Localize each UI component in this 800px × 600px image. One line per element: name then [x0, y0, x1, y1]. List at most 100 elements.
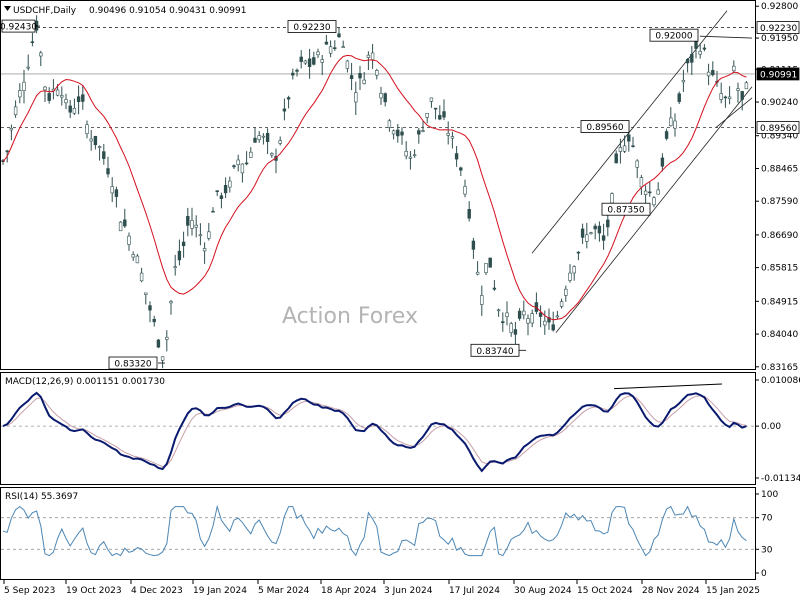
candle-body: [253, 137, 257, 143]
candle-body: [127, 235, 131, 245]
candle-body: [299, 56, 303, 62]
candle: [488, 257, 492, 268]
candle: [366, 51, 371, 71]
candle-body: [471, 240, 476, 250]
price-tick-label: 0.83165: [761, 363, 798, 373]
candle-body: [316, 51, 320, 56]
annotation-label: 0.92000: [655, 32, 692, 42]
candle-body: [660, 157, 665, 167]
candle-body: [123, 219, 127, 227]
candle-body: [320, 59, 324, 63]
candle-body: [93, 135, 98, 146]
candle-body: [732, 65, 736, 72]
candle-body: [438, 115, 442, 120]
candle-body: [215, 190, 219, 193]
candle: [526, 314, 530, 336]
candle: [664, 128, 669, 141]
candle-body: [681, 80, 686, 83]
candle: [648, 181, 652, 197]
candle-body: [30, 41, 35, 43]
candle: [64, 93, 68, 110]
candle: [265, 128, 270, 155]
candle-body: [543, 320, 547, 326]
candle: [194, 215, 198, 238]
candle-body: [202, 248, 207, 252]
candle-body: [282, 108, 287, 112]
candle-body: [375, 70, 379, 76]
candle: [480, 285, 484, 316]
candle: [303, 59, 308, 65]
macd-tick-label: 0.00: [761, 422, 781, 432]
candle-body: [85, 124, 89, 134]
candle-body: [60, 95, 64, 98]
rsi-tick-label: 0: [761, 569, 767, 579]
candle-body: [186, 215, 190, 226]
candle: [715, 70, 719, 87]
candle-body: [244, 162, 249, 165]
collapse-triangle-icon[interactable]: [4, 6, 11, 11]
candle-body: [291, 72, 295, 76]
candle: [324, 34, 329, 45]
price-tick-label: 0.86690: [761, 231, 798, 241]
candle: [169, 299, 173, 315]
candle-body: [555, 315, 560, 318]
time-tick-label: 3 Jun 2024: [384, 586, 433, 596]
candle-body: [370, 52, 375, 60]
candle: [698, 43, 702, 59]
candle-body: [597, 225, 602, 234]
candle-body: [463, 186, 467, 195]
candle: [240, 163, 245, 183]
rsi-title: RSI(14) 55.3697: [5, 492, 78, 502]
candle-body: [690, 54, 694, 63]
candle: [736, 82, 740, 103]
time-tick-label: 15 Oct 2024: [577, 586, 633, 596]
candle-body: [627, 134, 631, 142]
candle: [345, 59, 350, 73]
candle: [387, 118, 392, 132]
candle: [429, 97, 434, 108]
candle: [202, 242, 207, 264]
candle: [669, 107, 673, 127]
candle: [286, 95, 291, 109]
candle: [568, 264, 572, 283]
moving-average: [2, 54, 747, 321]
candle: [39, 50, 43, 67]
candle-body: [631, 145, 635, 148]
price-tick-label: 0.84915: [761, 297, 798, 307]
candle-body: [165, 336, 169, 340]
candle-body: [505, 312, 509, 317]
candle: [228, 176, 232, 193]
price-annotation: 0.92430: [0, 19, 37, 33]
annotation-box: [287, 20, 337, 33]
candle-body: [102, 151, 106, 159]
candle: [97, 145, 102, 161]
candle: [505, 301, 509, 326]
candle: [320, 55, 324, 76]
candle-body: [383, 93, 387, 103]
candle-body: [530, 313, 534, 324]
current-price-box: 0.90991: [756, 67, 800, 81]
candle-body: [559, 301, 564, 307]
level-box-label: 0.92230: [760, 24, 797, 34]
current-price-bg: [756, 67, 800, 81]
candle-body: [706, 71, 711, 77]
candle: [211, 207, 215, 213]
candle: [660, 153, 665, 172]
candle: [559, 298, 564, 309]
candle-body: [76, 96, 81, 102]
candle: [181, 231, 186, 258]
candle: [139, 267, 144, 283]
candle-body: [131, 254, 135, 258]
candle: [89, 130, 93, 151]
macd-indicator: 0.010086 0.00 -0.011342: [1, 376, 800, 484]
candle: [732, 60, 736, 74]
candle-body: [513, 329, 518, 335]
candle: [538, 305, 543, 328]
annotation-label: 0.89560: [586, 123, 623, 133]
candle: [333, 40, 337, 51]
candle-body: [278, 140, 282, 144]
time-tick-label: 17 Jul 2024: [449, 586, 500, 596]
candle: [635, 159, 639, 178]
candle: [492, 280, 497, 291]
candle: [425, 113, 429, 124]
